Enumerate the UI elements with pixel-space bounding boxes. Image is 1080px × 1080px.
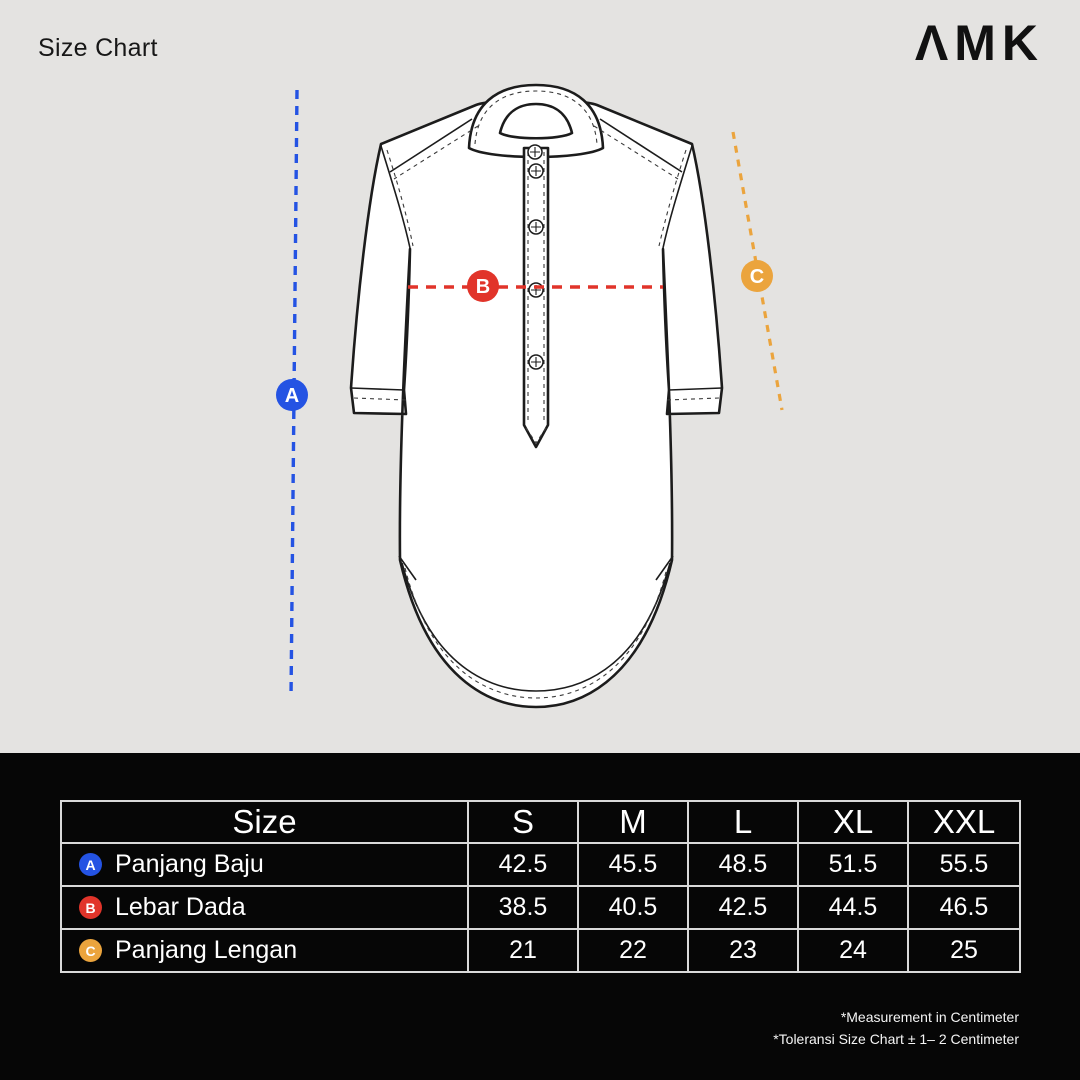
value-cell: 42.5	[687, 885, 799, 930]
diagram-section: Size Chart ΛMK	[38, 15, 1044, 709]
value-cell: 22	[577, 928, 689, 973]
size-table: Size S M L XL XXL A Panjang Baju	[60, 800, 1021, 973]
value-cell: 44.5	[797, 885, 909, 930]
shirt-seams	[350, 118, 723, 692]
shirt-stitching	[353, 90, 720, 699]
size-header-cell: Size	[60, 800, 469, 844]
value-cell: 46.5	[907, 885, 1021, 930]
value-cell: 48.5	[687, 842, 799, 887]
value-cell: 21	[467, 928, 579, 973]
marker-a-badge-icon: A	[79, 853, 102, 876]
kurta-shirt-diagram: A B C	[276, 83, 784, 709]
row-label: Panjang Lengan	[115, 936, 298, 964]
measure-c-letter: C	[750, 266, 764, 288]
measure-line-a: A	[276, 89, 308, 699]
col-header-xxl: XXL	[907, 800, 1021, 844]
shirt-buttons	[527, 144, 544, 370]
value-cell: 24	[797, 928, 909, 973]
table-header-row: Size S M L XL XXL	[60, 800, 1021, 844]
measure-a-badge	[276, 379, 308, 411]
row-label: Lebar Dada	[115, 893, 246, 921]
value-cell: 42.5	[467, 842, 579, 887]
measure-b-letter: B	[476, 276, 490, 298]
col-header-m: M	[577, 800, 689, 844]
measure-a-letter: A	[285, 385, 299, 407]
table-row: B Lebar Dada 38.5 40.5 42.5 44.5 46.5	[60, 885, 1021, 930]
marker-c-badge-icon: C	[79, 939, 102, 962]
value-cell: 45.5	[577, 842, 689, 887]
page-title: Size Chart	[38, 34, 158, 62]
col-header-s: S	[467, 800, 579, 844]
table-row: C Panjang Lengan 21 22 23 24 25	[60, 928, 1021, 973]
value-cell: 40.5	[577, 885, 689, 930]
marker-b-badge-icon: B	[79, 896, 102, 919]
col-header-xl: XL	[797, 800, 909, 844]
row-label-cell: B Lebar Dada	[60, 885, 469, 930]
brand-logo: ΛMK	[914, 15, 1044, 71]
value-cell: 51.5	[797, 842, 909, 887]
measure-b-badge	[467, 270, 499, 302]
value-cell: 25	[907, 928, 1021, 973]
footnote-measurement: *Measurement in Centimeter	[840, 1009, 1019, 1025]
value-cell: 38.5	[467, 885, 579, 930]
col-header-l: L	[687, 800, 799, 844]
footnotes: *Measurement in Centimeter *Toleransi Si…	[773, 1007, 1019, 1050]
measure-line-b: B	[408, 270, 663, 302]
row-label: Panjang Baju	[115, 850, 264, 878]
table-section: Size S M L XL XXL A Panjang Baju	[0, 753, 1080, 1080]
measure-c-badge	[741, 260, 773, 292]
footnote-tolerance: *Toleransi Size Chart ± 1– 2 Centimeter	[773, 1030, 1019, 1047]
row-label-cell: A Panjang Baju	[60, 842, 469, 887]
value-cell: 55.5	[907, 842, 1021, 887]
table-row: A Panjang Baju 42.5 45.5 48.5 51.5 55.5	[60, 842, 1021, 887]
row-label-cell: C Panjang Lengan	[60, 928, 469, 973]
measure-line-c: C	[731, 131, 784, 411]
value-cell: 23	[687, 928, 799, 973]
